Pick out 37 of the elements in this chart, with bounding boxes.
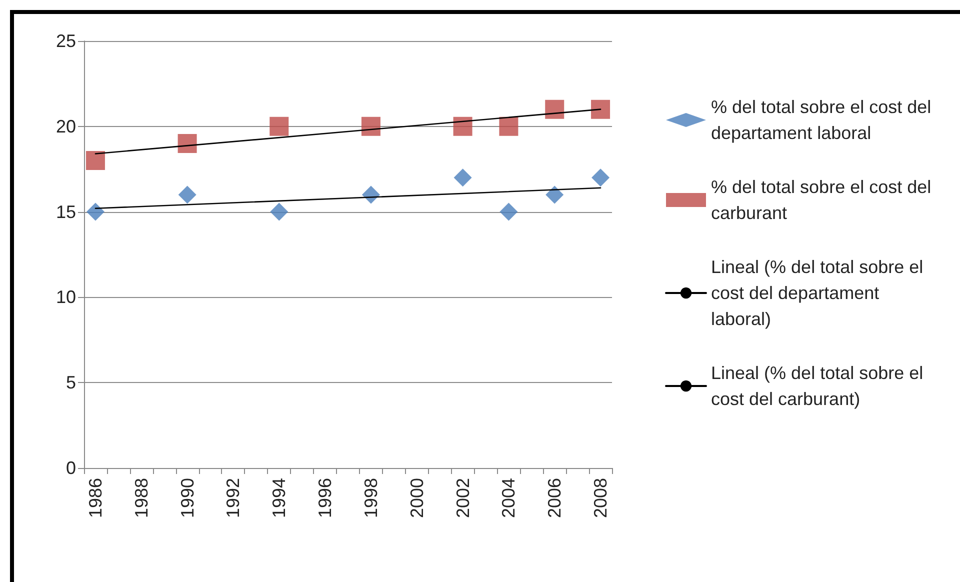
- x-tick-label: 1988: [131, 478, 152, 518]
- x-tick-label: 2002: [452, 478, 473, 518]
- point: [453, 116, 472, 136]
- y-tick-label: 15: [56, 202, 76, 222]
- legend-label: Lineal (% del total sobre el cost del carburant): [711, 363, 928, 409]
- point: [454, 168, 472, 187]
- legend-label: % del total sobre el cost del departament laboral: [711, 97, 936, 143]
- x-tick-label: 1990: [177, 478, 198, 518]
- x-tick-label: 1986: [85, 478, 106, 518]
- y-tick-label: 10: [56, 287, 76, 308]
- point: [178, 186, 196, 204]
- point: [500, 202, 518, 221]
- x-tick-label: 1994: [269, 478, 290, 518]
- x-tick-label: 1998: [360, 478, 381, 518]
- point: [546, 186, 564, 204]
- y-tick-label: 5: [66, 372, 76, 393]
- point: [545, 100, 564, 119]
- x-tick-label: 2008: [590, 478, 611, 518]
- x-tick-label: 1996: [315, 478, 336, 518]
- legend-label: % del total sobre el cost del carburant: [711, 177, 936, 223]
- point: [499, 116, 518, 136]
- point: [86, 151, 105, 170]
- x-tick-label: 2000: [406, 478, 427, 518]
- y-tick-label: 25: [56, 31, 76, 51]
- legend-label: Lineal (% del total sobre el cost del departament laboral): [711, 257, 928, 329]
- point: [270, 116, 289, 136]
- x-tick-label: 2006: [544, 478, 565, 518]
- point: [361, 116, 380, 136]
- x-tick-label: 2004: [498, 478, 519, 518]
- y-tick-label: 0: [66, 458, 76, 478]
- y-tick-label: 20: [56, 116, 76, 136]
- point: [178, 134, 197, 153]
- x-tick-label: 1992: [223, 478, 244, 518]
- point: [592, 168, 610, 187]
- point: [270, 202, 288, 221]
- point: [591, 100, 610, 119]
- point: [86, 202, 104, 221]
